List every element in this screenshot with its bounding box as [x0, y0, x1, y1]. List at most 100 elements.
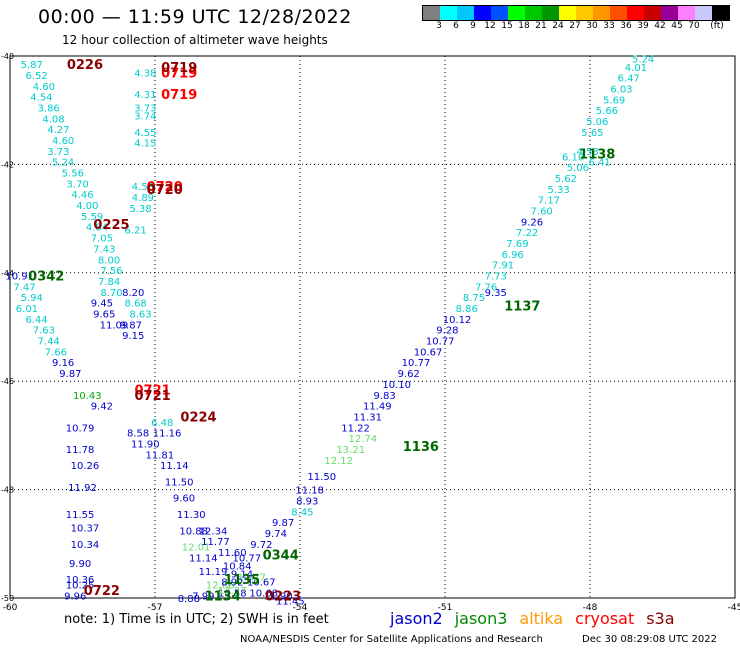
time-label: 0223: [265, 589, 301, 604]
time-label: 0225: [93, 218, 129, 233]
swh-value: 5.24: [632, 55, 654, 66]
legend-swatch: [661, 6, 678, 20]
legend-label: 9: [470, 21, 476, 31]
legend-label: 27: [569, 21, 581, 31]
legend-swatch: [474, 6, 491, 20]
swh-value: 5.06: [567, 163, 589, 174]
swh-value: 11.49: [363, 402, 392, 413]
y-tick-label: -50: [1, 594, 14, 603]
legend-swatch: [491, 6, 508, 20]
swh-value: 11.55: [66, 510, 95, 521]
legend-label: 12: [484, 21, 496, 31]
swh-value: 9.74: [265, 529, 287, 540]
swh-value: 11.18: [295, 486, 324, 497]
swh-value: 12.27: [218, 586, 247, 597]
time-label: 0721: [134, 383, 170, 398]
swh-value: 9.60: [173, 494, 195, 505]
legend-label: 18: [518, 21, 530, 31]
swh-value: 11.14: [189, 553, 218, 564]
legend-label: 30: [586, 21, 598, 31]
swh-value: 10.36: [66, 575, 95, 586]
legend-swatch: [644, 6, 661, 20]
legend-label: 42: [654, 21, 666, 31]
swh-value: 8.86: [456, 304, 478, 315]
x-tick-label: -54: [293, 603, 308, 613]
swh-value: 11.30: [177, 510, 206, 521]
y-tick-label: -42: [1, 160, 14, 169]
swh-value: 8.63: [129, 309, 151, 320]
swh-value: 10.67: [247, 578, 276, 589]
swh-value: 11.78: [66, 445, 95, 456]
time-label: 0719: [161, 88, 197, 103]
swh-value: 6.48: [151, 418, 173, 429]
swh-value: 9.15: [122, 331, 144, 342]
swh-value: 7.60: [531, 206, 553, 217]
satellite-name: jason2: [390, 609, 443, 628]
swh-value: 9.72: [250, 540, 272, 551]
swh-value: 6.52: [25, 71, 47, 82]
legend-label: 21: [535, 21, 547, 31]
swh-value: 9.35: [485, 288, 507, 299]
swh-value: 11.16: [153, 429, 182, 440]
swh-value: 3.73: [47, 147, 69, 158]
legend-swatch: [610, 6, 627, 20]
swh-value: 10.43: [73, 391, 102, 402]
y-tick-label: -40: [1, 52, 14, 61]
swh-value: 11.90: [264, 591, 293, 602]
swh-value: 5.56: [62, 169, 84, 180]
swh-value: 9.26: [521, 217, 543, 228]
color-legend-labels: 3 6 9 12 15 18 21 24 27 30 33 36 39 42 45 70 (ft): [422, 21, 740, 33]
swh-value: 9.96: [64, 591, 86, 602]
swh-value: 9.87: [59, 369, 81, 380]
swh-value: 11.81: [146, 450, 175, 461]
swh-value: 6.96: [502, 250, 524, 261]
swh-value: 12.01: [182, 543, 211, 554]
swh-value: 11.19: [199, 567, 228, 578]
swh-value: 7.47: [13, 282, 35, 293]
swh-value: 11.22: [341, 423, 370, 434]
swh-value: 9.62: [398, 369, 420, 380]
time-label: 0226: [67, 58, 103, 73]
swh-value: 7.66: [45, 347, 67, 358]
swh-value: 10.79: [66, 423, 95, 434]
legend-swatch: [440, 6, 457, 20]
swh-value: 3.74: [134, 112, 156, 123]
footer-note: note: 1) Time is in UTC; 2) SWH is in fe…: [64, 612, 329, 627]
swh-value: 4.15: [134, 139, 156, 150]
swh-value: 6.44: [25, 315, 47, 326]
legend-swatch: [423, 6, 440, 20]
swh-value: 4.84: [86, 223, 108, 234]
legend-swatch: [712, 6, 729, 20]
legend-label: 36: [620, 21, 632, 31]
y-tick-label: -44: [1, 269, 14, 278]
swh-value: 11.77: [201, 537, 230, 548]
time-label: 1137: [504, 299, 540, 314]
swh-value: 4.27: [47, 125, 69, 136]
swh-value: 5.66: [596, 106, 618, 117]
swh-value: 8.92: [221, 578, 243, 589]
satellite-name: s3a: [646, 609, 675, 628]
x-tick-label: -48: [583, 603, 598, 613]
time-label: 0342: [28, 270, 64, 285]
swh-value: 5.59: [81, 212, 103, 223]
swh-value: 9.87: [120, 320, 142, 331]
swh-value: 6.10: [562, 152, 584, 163]
swh-value: 7.73: [485, 272, 507, 283]
swh-value: 3.73: [134, 103, 156, 114]
legend-swatch: [559, 6, 576, 20]
swh-value: 10.26: [71, 461, 100, 472]
legend-label: 24: [552, 21, 564, 31]
swh-value: 6.21: [125, 225, 147, 236]
time-label: 0721: [134, 389, 170, 404]
y-tick-label: -46: [1, 377, 14, 386]
page-title: 00:00 — 11:59 UTC 12/28/2022: [38, 6, 352, 28]
swh-value: 8.00: [98, 255, 120, 266]
legend-swatch: [576, 6, 593, 20]
swh-value: 9.42: [91, 402, 113, 413]
swh-value: 5.62: [555, 174, 577, 185]
swh-value: 8.93: [296, 496, 318, 507]
swh-value: 9.45: [91, 299, 113, 310]
swh-value: 7.63: [33, 326, 55, 337]
swh-value: 4.53: [132, 182, 154, 193]
